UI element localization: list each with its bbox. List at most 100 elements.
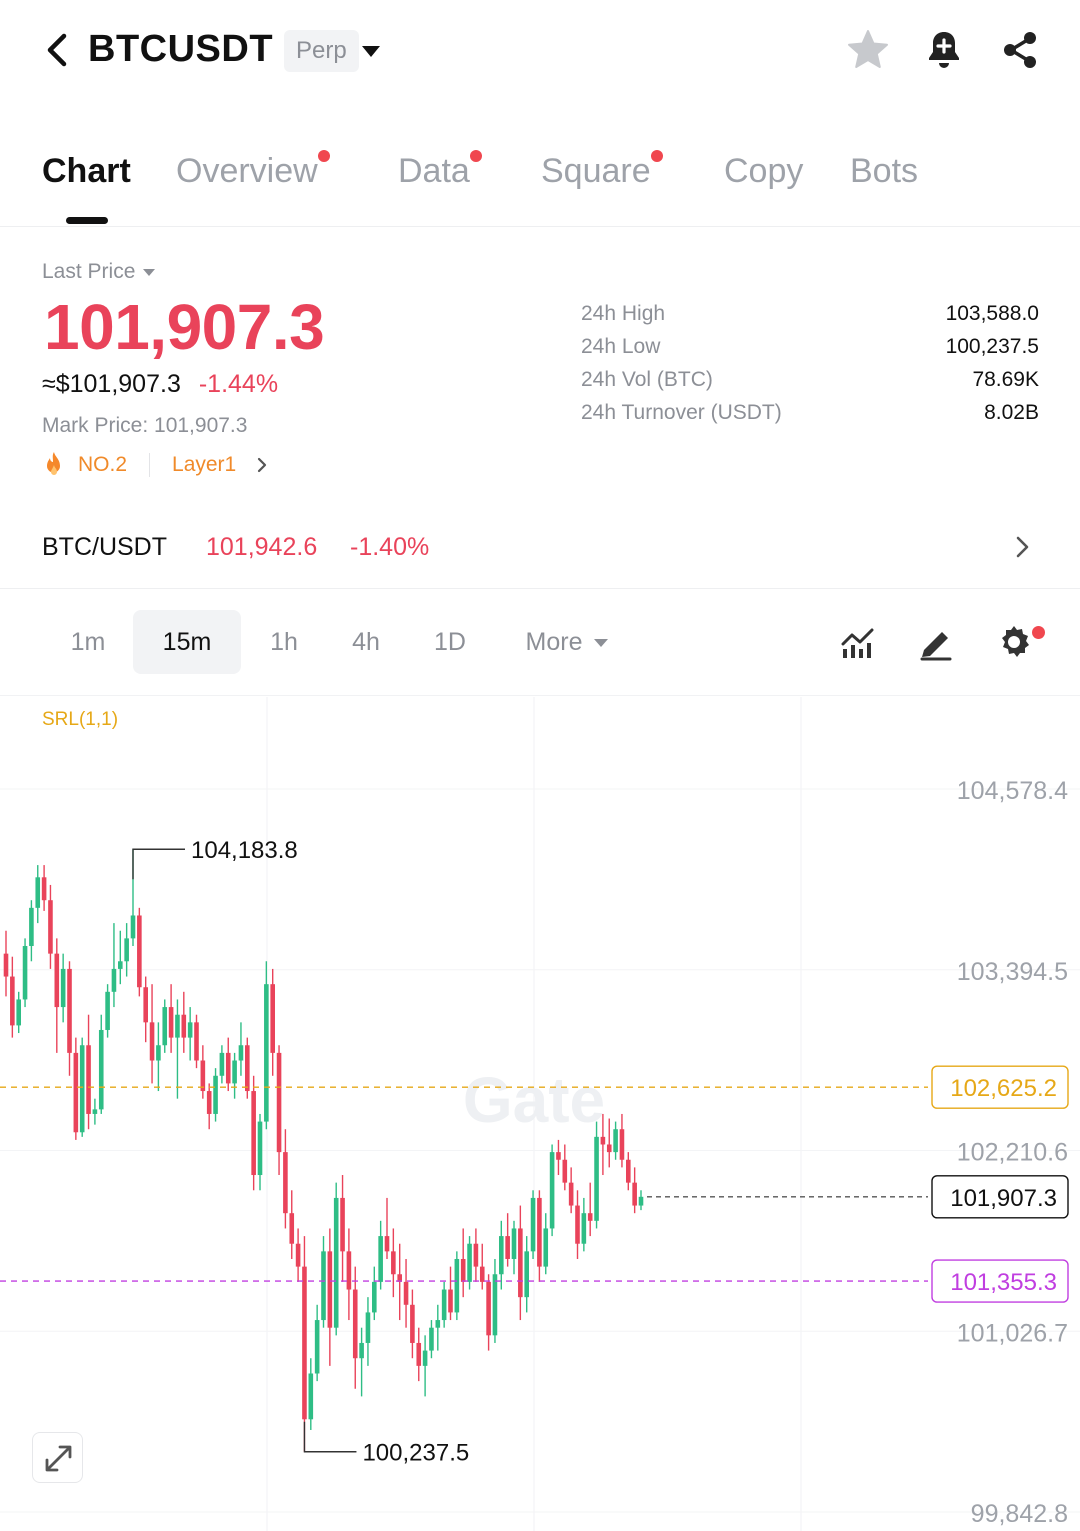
- symbol-title[interactable]: BTCUSDT: [88, 28, 274, 70]
- candle: [124, 923, 129, 977]
- stat-value: 100,237.5: [945, 335, 1039, 358]
- candle: [187, 1007, 193, 1061]
- candle: [346, 1228, 352, 1321]
- notification-dot: [650, 150, 663, 162]
- stat-value: 78.69K: [972, 368, 1039, 391]
- candle: [22, 938, 28, 1008]
- candle: [460, 1228, 466, 1298]
- candle: [568, 1167, 574, 1214]
- stat-label: 24h High: [581, 302, 666, 325]
- spot-market-row[interactable]: BTC/USDT 101,942.6 -1.40%: [0, 510, 1080, 589]
- interval-4h[interactable]: 4h: [352, 628, 380, 656]
- candle: [549, 1144, 555, 1237]
- star-icon[interactable]: [844, 26, 892, 74]
- candle: [492, 1258, 498, 1343]
- chevron-down-icon[interactable]: [360, 40, 382, 62]
- candle: [238, 1022, 244, 1076]
- notification-dot: [1032, 626, 1045, 639]
- candle: [562, 1144, 568, 1191]
- candle: [270, 968, 275, 1076]
- tab-copy[interactable]: Copy: [724, 152, 804, 190]
- candle: [295, 1228, 301, 1282]
- expand-button[interactable]: [32, 1432, 83, 1483]
- stat-row: 24h High 103,588.0: [581, 302, 1039, 335]
- tab-data[interactable]: Data: [398, 150, 482, 191]
- candle: [581, 1197, 587, 1252]
- candle: [594, 1121, 599, 1229]
- candle: [73, 1037, 79, 1140]
- caret-down-icon: [594, 639, 609, 648]
- candle: [384, 1197, 390, 1259]
- chart-canvas[interactable]: Gate 104,578.4 103,394.5 102,210.6 101,026.7…: [0, 697, 1080, 1531]
- spot-change: -1.40%: [350, 533, 430, 561]
- candle: [16, 991, 21, 1034]
- candle: [372, 1266, 377, 1321]
- rank-tags[interactable]: NO.2 Layer1: [42, 450, 270, 480]
- interval-1d[interactable]: 1D: [434, 628, 466, 656]
- interval-1h[interactable]: 1h: [270, 628, 298, 656]
- candle: [289, 1190, 295, 1259]
- candle: [530, 1190, 536, 1259]
- candle: [638, 1190, 644, 1211]
- candle: [441, 1281, 447, 1328]
- stat-row: 24h Low 100,237.5: [581, 335, 1039, 368]
- rank-label: NO.2: [78, 453, 128, 476]
- candle: [378, 1220, 383, 1290]
- settings-icon[interactable]: [994, 622, 1034, 662]
- candle: [206, 1083, 212, 1130]
- fiat-price-line: ≈$101,907.3 -1.44%: [42, 370, 278, 399]
- top-bar: BTCUSDT Perp: [0, 0, 1080, 100]
- back-icon[interactable]: [40, 30, 76, 70]
- caret-down-icon: [143, 268, 156, 276]
- price-line-label-box: [931, 1065, 1069, 1109]
- candle: [486, 1274, 491, 1351]
- perp-badge: Perp: [284, 30, 359, 72]
- price-line-label: 101,907.3: [950, 1185, 1057, 1212]
- last-price: 101,907.3: [44, 291, 325, 363]
- candle: [429, 1320, 434, 1359]
- tab-chart[interactable]: Chart: [42, 152, 131, 190]
- candle: [60, 953, 66, 1023]
- candle: [359, 1327, 364, 1397]
- candle: [600, 1113, 606, 1176]
- candle: [41, 865, 47, 911]
- candle: [505, 1213, 510, 1267]
- candle: [416, 1327, 422, 1382]
- candle: [175, 999, 180, 1099]
- main-tabs: Chart Overview Data Square Copy Bots: [0, 140, 1080, 227]
- candle: [149, 984, 155, 1084]
- candlestick-chart[interactable]: Gate 104,578.4 103,394.5 102,210.6 101,026.7…: [0, 697, 1080, 1531]
- tab-bots[interactable]: Bots: [850, 152, 919, 190]
- share-icon[interactable]: [996, 26, 1044, 74]
- draw-icon[interactable]: [916, 622, 956, 662]
- 24h-stats: 24h High 103,588.0 24h Low 100,237.5 24h V…: [581, 302, 1039, 434]
- bell-plus-icon[interactable]: [920, 26, 968, 74]
- indicator-label[interactable]: SRL(1,1): [42, 709, 119, 730]
- candle: [524, 1236, 529, 1313]
- stat-value: 8.02B: [984, 401, 1039, 424]
- candle: [194, 1014, 199, 1069]
- candle: [613, 1121, 618, 1160]
- interval-more[interactable]: More: [508, 610, 626, 674]
- candle: [276, 1045, 282, 1176]
- candle: [321, 1236, 326, 1328]
- candle: [556, 1139, 561, 1176]
- candle: [397, 1243, 402, 1321]
- candle: [225, 1037, 231, 1092]
- candle: [302, 1236, 307, 1452]
- interval-15m[interactable]: 15m: [133, 610, 241, 674]
- candle: [511, 1220, 517, 1275]
- candle: [54, 938, 60, 1053]
- tab-square[interactable]: Square: [541, 150, 663, 191]
- candle: [137, 907, 142, 997]
- candle: [454, 1251, 460, 1321]
- candle: [479, 1243, 485, 1290]
- candle: [264, 961, 269, 1130]
- tab-overview[interactable]: Overview: [176, 150, 330, 191]
- indicators-icon[interactable]: [838, 622, 878, 662]
- divider: [149, 453, 151, 477]
- last-price-selector[interactable]: Last Price: [42, 260, 156, 284]
- interval-1m[interactable]: 1m: [70, 628, 106, 656]
- stat-label: 24h Vol (BTC): [581, 368, 713, 391]
- y-tick-label: 99,842.8: [971, 1500, 1068, 1528]
